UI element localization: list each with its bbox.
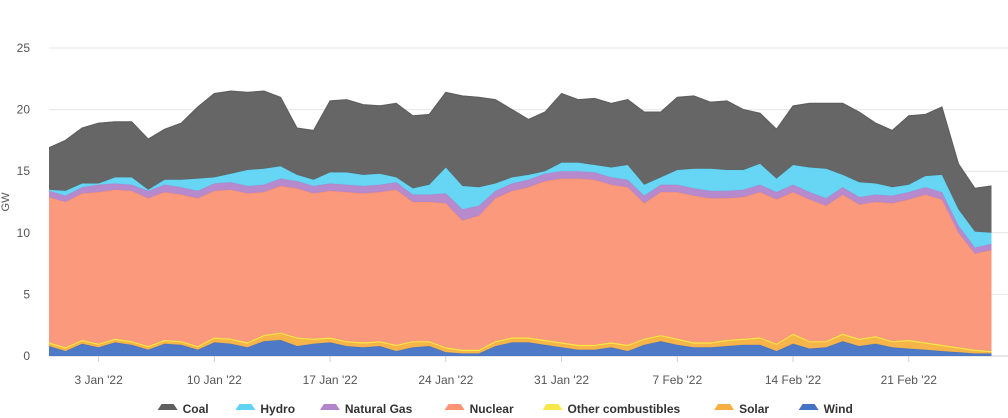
legend-item-nuclear[interactable]: Nuclear [444, 402, 514, 416]
x-tick-label: 14 Feb '22 [765, 373, 822, 387]
y-tick-label: 10 [17, 226, 31, 240]
x-axis: 3 Jan '22 10 Jan '22 17 Jan '22 24 Jan '22 3… [74, 356, 937, 387]
legend-swatch [798, 404, 819, 410]
legend-swatch [319, 404, 340, 410]
x-tick-label: 7 Feb '22 [652, 373, 702, 387]
x-tick-label: 3 Jan '22 [74, 373, 123, 387]
legend-item-solar[interactable]: Solar [714, 402, 769, 416]
area-natural-gas [49, 171, 992, 254]
legend-swatch [235, 404, 256, 410]
legend-item-natural-gas[interactable]: Natural Gas [319, 402, 413, 416]
legend-label: Solar [739, 402, 769, 416]
x-tick-label: 21 Feb '22 [881, 373, 938, 387]
legend-item-wind[interactable]: Wind [798, 402, 853, 416]
area-coal [49, 91, 992, 233]
x-tick-label: 31 Jan '22 [534, 373, 589, 387]
area-solar [49, 333, 992, 354]
legend-swatch [157, 404, 178, 410]
x-tick-label: 17 Jan '22 [303, 373, 358, 387]
line-coal [48, 90, 992, 190]
legend-label: Wind [824, 402, 853, 416]
area-hydro [49, 162, 992, 248]
legend-item-hydro[interactable]: Hydro [235, 402, 295, 416]
y-axis-title: GW [0, 192, 12, 212]
y-tick-label: 0 [23, 349, 30, 363]
legend-label: Hydro [260, 402, 295, 416]
area-wind [49, 340, 992, 356]
y-tick-label: 5 [23, 287, 30, 301]
line-nuclear [48, 178, 992, 255]
legend-swatch [444, 404, 465, 410]
y-axis: GW 0 5 10 15 20 25 [0, 41, 30, 363]
legend-label: Nuclear [470, 402, 514, 416]
legend-item-other-combustibles[interactable]: Other combustibles [542, 402, 681, 416]
legend-swatch [542, 404, 563, 410]
legend: Coal Hydro Natural Gas Nuclear Other combust… [157, 402, 853, 416]
legend-label: Coal [183, 402, 209, 416]
x-tick-label: 10 Jan '22 [187, 373, 242, 387]
legend-swatch [714, 404, 735, 410]
legend-item-coal[interactable]: Coal [157, 402, 209, 416]
legend-label: Natural Gas [345, 402, 413, 416]
area-series [48, 90, 992, 356]
area-nuclear [49, 178, 992, 352]
x-tick-label: 24 Jan '22 [418, 373, 473, 387]
y-tick-label: 20 [17, 103, 31, 117]
y-tick-label: 15 [17, 164, 31, 178]
y-tick-label: 25 [17, 41, 31, 55]
legend-label: Other combustibles [568, 402, 681, 416]
